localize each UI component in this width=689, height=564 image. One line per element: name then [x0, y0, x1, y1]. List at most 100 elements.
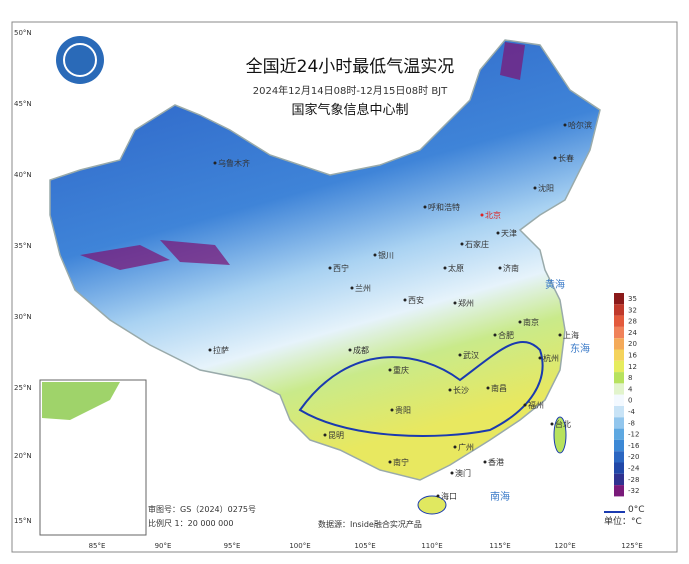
city-label: 沈阳 [538, 183, 554, 193]
city-label: 太原 [448, 263, 464, 273]
city-dot [486, 386, 490, 390]
city-dot [458, 353, 462, 357]
legend-swatch [614, 417, 624, 429]
legend-label: -12 [628, 431, 639, 439]
hainan [417, 495, 447, 515]
city-label: 银川 [378, 250, 394, 260]
city-label: 拉萨 [213, 345, 229, 355]
lat-label: 15°N [14, 517, 32, 525]
city-label: 贵阳 [395, 405, 411, 415]
city-dot [460, 242, 464, 246]
city-dot [423, 205, 427, 209]
footer: 比例尺 1：20 000 000 [148, 518, 233, 528]
legend-label: 12 [628, 363, 637, 371]
city-label: 上海 [563, 330, 579, 340]
lon-label: 120°E [554, 542, 575, 550]
city-dot [523, 403, 527, 407]
city-dot [323, 433, 327, 437]
city-label: 重庆 [393, 365, 409, 375]
footer: 审图号：GS（2024）0275号 [148, 504, 256, 514]
footer: 数据源：Inside融合实况产品 [318, 519, 422, 529]
city-label: 福州 [528, 401, 544, 410]
taiwan [553, 416, 567, 454]
lon-label: 90°E [155, 542, 172, 550]
city-label: 广州 [458, 442, 474, 452]
city-dot [443, 266, 447, 270]
legend-label: 16 [628, 352, 637, 360]
legend-swatch [614, 293, 624, 305]
lat-label: 30°N [14, 313, 32, 321]
city-label: 济南 [503, 263, 519, 273]
city-label: 南昌 [491, 383, 507, 393]
lat-label: 35°N [14, 242, 32, 250]
city-label: 长沙 [453, 385, 469, 395]
legend-swatch [614, 338, 624, 350]
legend-label: 4 [628, 385, 633, 393]
legend-swatch [614, 349, 624, 361]
lon-label: 125°E [621, 542, 642, 550]
city-dot [388, 460, 392, 464]
legend-label: 35 [628, 295, 637, 303]
legend-label: -20 [628, 453, 639, 461]
city-label: 西安 [408, 295, 424, 305]
city-dot [480, 213, 484, 217]
city-dot [553, 156, 557, 160]
legend-swatch [614, 485, 624, 497]
frame [11, 21, 678, 553]
legend-label: -8 [628, 419, 635, 427]
city-dot [533, 186, 537, 190]
city-dot [208, 348, 212, 352]
legend-swatch [614, 326, 624, 339]
city-dot [483, 460, 487, 464]
legend-label: 8 [628, 374, 632, 382]
city-label: 台北 [555, 419, 571, 429]
legend-label: -28 [628, 476, 639, 484]
legend-swatch [614, 360, 624, 373]
title: 全国近24小时最低气温实况 [246, 57, 455, 77]
city-dot [498, 266, 502, 270]
legend-swatch [614, 428, 624, 440]
city-label: 成都 [353, 345, 369, 355]
legend-label: 24 [628, 329, 637, 337]
lat-label: 25°N [14, 384, 32, 392]
lat-label: 50°N [14, 29, 32, 37]
city-dot [436, 494, 440, 498]
city-dot [538, 356, 542, 360]
city-label: 南京 [523, 317, 539, 327]
city-dot [350, 286, 354, 290]
city-dot [213, 161, 217, 165]
city-dot [388, 368, 392, 372]
lon-label: 100°E [289, 542, 310, 550]
city-label: 哈尔滨 [568, 120, 592, 130]
city-label: 香港 [488, 457, 504, 467]
city-label: 合肥 [498, 330, 514, 340]
lon-label: 105°E [354, 542, 375, 550]
city-label: 昆明 [328, 431, 344, 440]
city-dot [390, 408, 394, 412]
sea-label: 东海 [570, 342, 590, 355]
legend-label: -4 [628, 408, 636, 416]
sea-label: 南海 [490, 490, 510, 503]
city-label: 北京 [485, 210, 501, 220]
city-label: 澳门 [455, 468, 471, 478]
sea-label: 黄海 [545, 278, 565, 291]
city-label: 长春 [558, 153, 574, 163]
city-label: 呼和浩特 [428, 202, 460, 212]
logo [63, 43, 97, 77]
lat-label: 40°N [14, 171, 32, 179]
city-dot [453, 301, 457, 305]
zero-isotherm [298, 340, 544, 437]
subtitle: 2024年12月14日08时-12月15日08时 BJT [253, 84, 448, 97]
city-dot [328, 266, 332, 270]
legend-label: -16 [628, 442, 640, 450]
inset-land [42, 382, 120, 420]
land [49, 39, 601, 481]
legend-label: 0 [628, 397, 632, 405]
legend-swatch [614, 315, 624, 327]
city-dot [558, 333, 562, 337]
city-dot [373, 253, 377, 257]
city-dot [453, 445, 457, 449]
legend-unit: 单位：°C [604, 515, 642, 527]
city-label: 天津 [501, 228, 517, 238]
city-dot [348, 348, 352, 352]
